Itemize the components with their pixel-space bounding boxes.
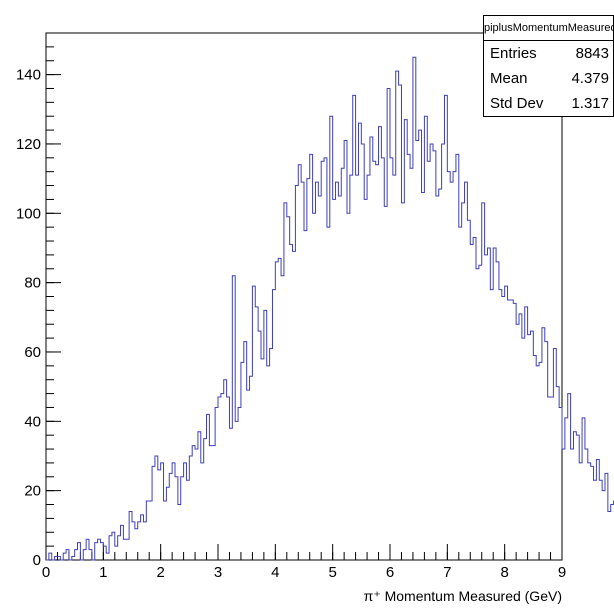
y-tick-label: 80: [24, 275, 41, 292]
x-tick-label: 0: [42, 564, 50, 581]
stats-box: piplusMomentumMeasured Entries 8843 Mean…: [483, 15, 614, 117]
x-tick-label: 9: [558, 564, 566, 581]
y-tick-label: 140: [16, 67, 41, 84]
stats-value-entries: 8843: [575, 45, 609, 62]
x-axis-title: π⁺ Momentum Measured (GeV): [364, 588, 562, 604]
y-tick-label: 100: [16, 205, 41, 222]
stats-value-mean: 4.379: [571, 70, 609, 87]
x-tick-label: 1: [99, 564, 107, 581]
stats-row-mean: Mean 4.379: [484, 66, 613, 91]
y-tick-label: 120: [16, 136, 41, 153]
stats-value-stddev: 1.317: [571, 95, 609, 112]
stats-row-stddev: Std Dev 1.317: [484, 91, 613, 116]
y-axis: 0 20 40 60 80 100 120 140: [16, 32, 61, 569]
y-tick-label: 0: [33, 552, 41, 569]
stats-box-title: piplusMomentumMeasured: [484, 16, 614, 41]
stats-row-entries: Entries 8843: [484, 41, 613, 66]
y-tick-label: 60: [24, 344, 41, 361]
x-tick-label: 8: [500, 564, 508, 581]
x-tick-label: 4: [271, 564, 279, 581]
y-tick-label: 20: [24, 483, 41, 500]
x-axis: 0 1 2 3 4 5 6 7 8 9: [42, 544, 566, 581]
x-tick-label: 3: [214, 564, 222, 581]
y-tick-label: 40: [24, 413, 41, 430]
stats-label-entries: Entries: [490, 45, 537, 62]
x-tick-label: 5: [328, 564, 336, 581]
stats-label-mean: Mean: [490, 70, 528, 87]
x-tick-label: 7: [443, 564, 451, 581]
histogram-series-line: [46, 56, 614, 561]
stats-label-stddev: Std Dev: [490, 95, 544, 112]
x-tick-label: 2: [156, 564, 164, 581]
x-tick-label: 6: [386, 564, 394, 581]
